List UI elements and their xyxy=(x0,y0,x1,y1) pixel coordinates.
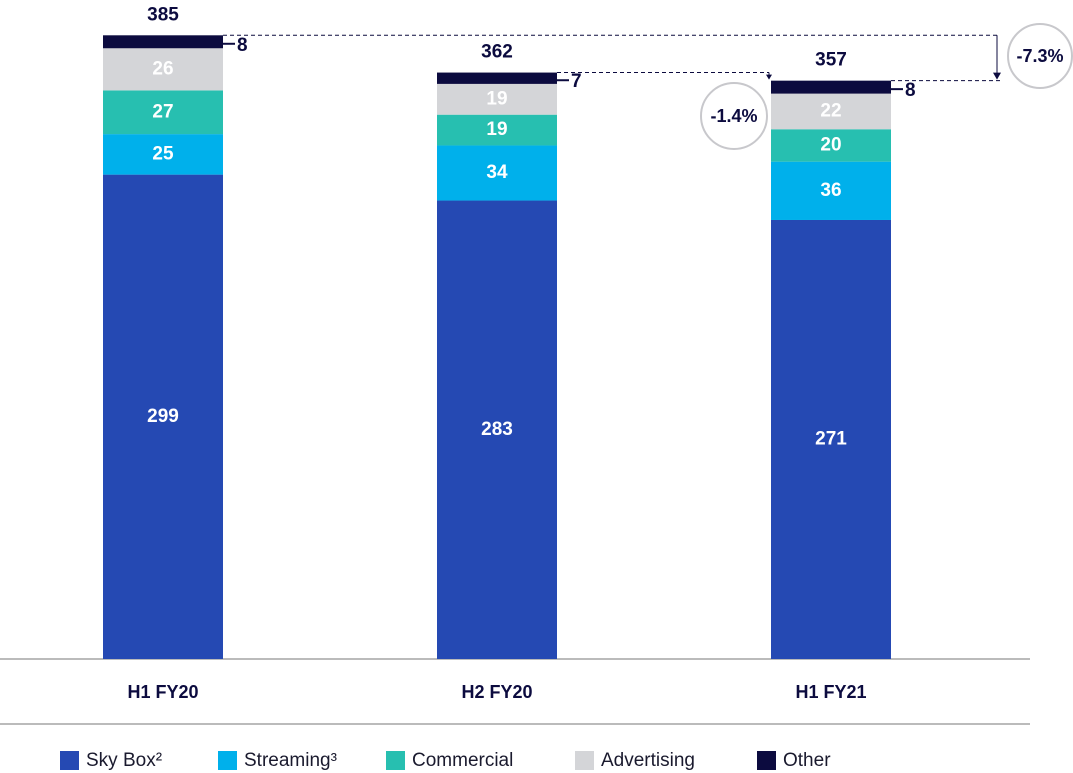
legend-swatch xyxy=(757,751,776,770)
bar-segment xyxy=(437,72,557,84)
x-tick-label: H2 FY20 xyxy=(461,682,532,702)
bar-segment xyxy=(103,90,223,135)
segment-label: 36 xyxy=(820,180,841,201)
arrow-head xyxy=(766,74,772,80)
bar-segment xyxy=(771,80,891,94)
segment-label: 26 xyxy=(152,58,173,79)
arrow-head xyxy=(993,72,1001,80)
segment-label: 27 xyxy=(152,101,173,122)
x-tick-label: H1 FY20 xyxy=(127,682,198,702)
bar-segment xyxy=(771,129,891,162)
segment-label: 25 xyxy=(152,143,174,164)
bar-segment xyxy=(103,174,223,659)
bar-segment xyxy=(437,83,557,115)
segment-label: 299 xyxy=(147,406,179,427)
annotation-circle xyxy=(1007,23,1073,89)
bar-segment xyxy=(437,114,557,146)
legend-swatch xyxy=(60,751,79,770)
segment-label: 20 xyxy=(820,134,841,155)
segment-label: 34 xyxy=(486,162,508,183)
legend-label: Streaming³ xyxy=(244,750,337,771)
bar-segment xyxy=(103,134,223,175)
total-label: 357 xyxy=(815,50,847,71)
bar-segment xyxy=(437,200,557,660)
legend-label: Commercial xyxy=(412,750,513,771)
segment-label: 271 xyxy=(815,429,847,450)
annotation-circle xyxy=(700,82,768,150)
legend-label: Sky Box² xyxy=(86,750,162,771)
legend-swatch xyxy=(575,751,594,770)
annotation: -1.4% xyxy=(710,106,757,126)
legend-swatch xyxy=(386,751,405,770)
bar-segment xyxy=(103,35,223,49)
legend-label: Other xyxy=(783,750,831,771)
segment-label: 19 xyxy=(486,88,507,109)
segment-label: 283 xyxy=(481,419,513,440)
legend-label: Advertising xyxy=(601,750,695,771)
bar-segment xyxy=(771,161,891,220)
bar-segment xyxy=(103,48,223,91)
legend-swatch xyxy=(218,751,237,770)
bar-segment xyxy=(771,219,891,660)
x-tick-label: H1 FY21 xyxy=(795,682,866,702)
segment-label: 8 xyxy=(905,80,916,101)
bar-segment xyxy=(437,145,557,201)
segment-label: 22 xyxy=(820,100,841,121)
segment-label: 19 xyxy=(486,119,507,140)
total-label: 385 xyxy=(147,4,179,25)
bar-segment xyxy=(771,93,891,130)
segment-label: 8 xyxy=(237,35,248,56)
annotation: -7.3% xyxy=(1016,46,1063,66)
segment-label: 7 xyxy=(571,71,582,92)
total-label: 362 xyxy=(481,42,513,63)
